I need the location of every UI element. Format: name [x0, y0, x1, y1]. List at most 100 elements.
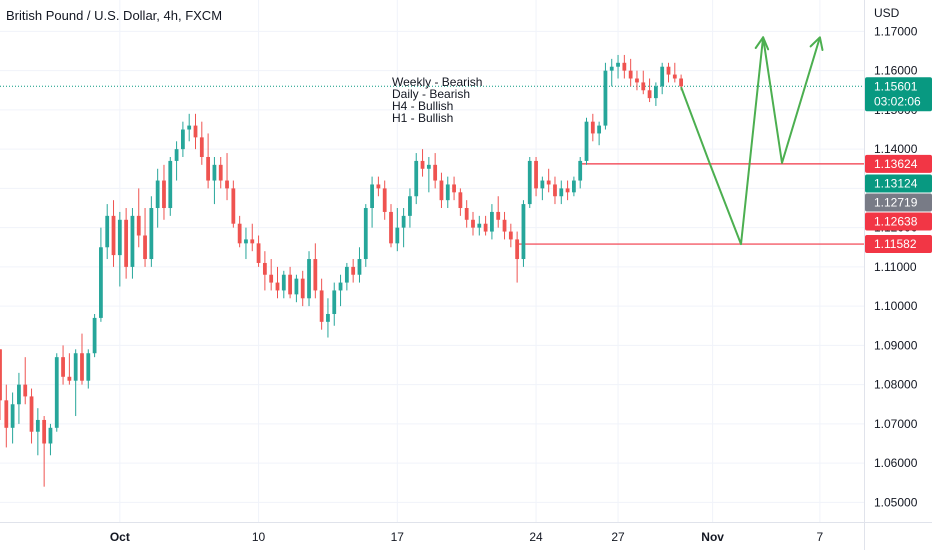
candle-body [534, 160, 538, 189]
candle-body [458, 192, 463, 209]
candle-body [218, 164, 223, 181]
candle-body [319, 290, 324, 322]
candle-body [502, 219, 507, 232]
x-tick-label: 10 [252, 530, 266, 544]
annotation-h1: H1 - Bullish [392, 111, 453, 125]
candle [534, 156, 538, 197]
candle [193, 113, 198, 150]
candle [61, 345, 65, 385]
candle [439, 172, 444, 209]
candle [48, 423, 53, 456]
candle-body [496, 211, 501, 220]
candle [515, 231, 520, 283]
candle-body [0, 349, 2, 401]
candle-body [420, 160, 425, 169]
candle-body [666, 66, 671, 75]
candle-body [149, 208, 154, 260]
projection-arrowhead [809, 36, 824, 51]
candle-body [408, 196, 412, 216]
candle [420, 149, 425, 177]
candle [382, 180, 387, 220]
y-tick-label: 1.14000 [874, 142, 918, 156]
price-tag-label: 1.11582 [874, 237, 917, 251]
candle [584, 117, 589, 165]
price-tag-bg [865, 77, 932, 112]
candle-body [111, 215, 116, 256]
candle [483, 215, 488, 236]
candle [426, 156, 431, 193]
candle [553, 176, 557, 205]
candle-body [672, 74, 677, 79]
candle-body [187, 125, 192, 130]
candle [496, 196, 501, 228]
candle-body [477, 223, 482, 228]
candle [477, 215, 482, 236]
candle [660, 62, 665, 95]
candle [565, 180, 570, 201]
candle [256, 235, 261, 267]
candle [414, 153, 419, 205]
candle-body [572, 180, 576, 193]
x-tick-label: Nov [701, 530, 724, 544]
candle [389, 204, 393, 248]
candle [244, 227, 248, 260]
x-tick-label: Oct [110, 530, 130, 544]
annotation-weekly: Weekly - Bearish [392, 75, 482, 89]
candle [262, 251, 267, 291]
candle-body [376, 184, 381, 189]
candle-body [86, 353, 91, 381]
candle-body [256, 243, 261, 263]
x-tick-label: 7 [817, 530, 824, 544]
candle [42, 416, 47, 487]
candle-body [395, 227, 400, 244]
candle [527, 156, 532, 209]
candle-body [155, 180, 160, 209]
candle-body [136, 215, 141, 236]
candle-body [527, 160, 532, 205]
candle [117, 211, 122, 287]
candle [559, 180, 564, 205]
y-tick-label: 1.07000 [874, 417, 918, 431]
y-tick-label: 1.16000 [874, 64, 918, 78]
candle-body [389, 211, 393, 244]
candle [130, 208, 135, 279]
candle [92, 313, 97, 358]
candle-body [80, 353, 84, 381]
candle [180, 121, 185, 157]
candle-body [130, 215, 135, 267]
candle [80, 333, 84, 385]
candle-body [490, 211, 494, 232]
bias-annotation: Weekly - Bearish Daily - Bearish H4 - Bu… [392, 75, 482, 125]
candle [445, 176, 450, 209]
candle [319, 278, 324, 330]
candle-body [471, 219, 475, 228]
price-tag-bg [865, 235, 932, 254]
candle-body [641, 82, 646, 91]
candle-body [565, 188, 570, 193]
candle-body [117, 219, 122, 256]
candle-body [29, 396, 34, 432]
price-tag-bg [865, 154, 932, 173]
candle [10, 392, 15, 444]
candle [67, 353, 72, 385]
candle [408, 188, 412, 228]
candle [395, 208, 400, 252]
y-tick-label: 1.17000 [874, 24, 918, 38]
candle-body [363, 208, 368, 260]
price-tag-label: 1.13624 [874, 157, 918, 171]
candle-body [294, 278, 299, 295]
candle-body [61, 357, 65, 377]
candle-body [439, 180, 444, 201]
candle-body [288, 274, 292, 295]
candle-body [326, 313, 330, 322]
candle-body [433, 164, 438, 181]
candle-body [10, 404, 15, 428]
candle-body [35, 419, 40, 432]
candle [622, 54, 627, 79]
price-tag: 1.11582 [865, 235, 932, 254]
price-tag-label: 1.12638 [874, 215, 918, 229]
candle [288, 266, 292, 299]
candle-body [660, 66, 665, 87]
